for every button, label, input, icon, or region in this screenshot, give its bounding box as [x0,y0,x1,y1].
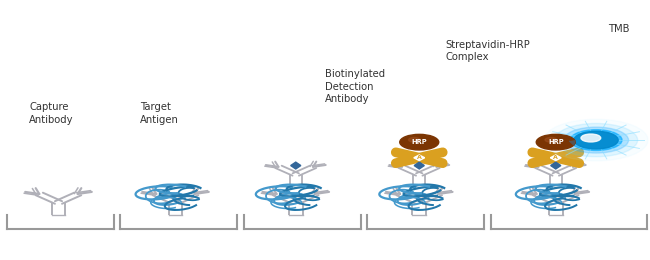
Circle shape [564,127,629,153]
Polygon shape [551,155,561,161]
Text: HRP: HRP [411,139,427,145]
Circle shape [544,119,648,161]
Polygon shape [551,162,561,169]
Text: A: A [553,155,558,160]
Circle shape [554,124,638,157]
Circle shape [409,138,421,142]
Text: A: A [417,155,422,160]
Circle shape [574,131,618,149]
Circle shape [536,134,575,150]
Text: HRP: HRP [548,139,564,145]
Text: Biotinylated
Detection
Antibody: Biotinylated Detection Antibody [325,69,385,104]
Text: TMB: TMB [608,24,629,34]
Text: Target
Antigen: Target Antigen [140,102,179,125]
Circle shape [545,138,556,142]
Text: Streptavidin-HRP
Complex: Streptavidin-HRP Complex [445,40,530,62]
Polygon shape [414,162,424,169]
Circle shape [581,134,601,142]
Circle shape [400,134,439,150]
Circle shape [570,130,622,151]
Polygon shape [414,155,424,161]
Text: Capture
Antibody: Capture Antibody [29,102,73,125]
Polygon shape [291,162,301,169]
